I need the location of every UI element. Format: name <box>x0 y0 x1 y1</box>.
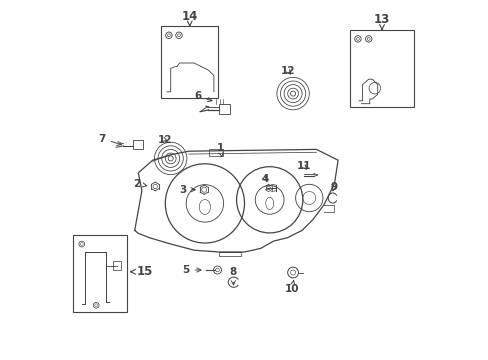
Text: 14: 14 <box>181 10 198 26</box>
Text: 3: 3 <box>179 185 195 195</box>
Text: 1: 1 <box>216 143 223 157</box>
FancyBboxPatch shape <box>133 140 142 149</box>
Text: 5: 5 <box>182 265 201 275</box>
FancyBboxPatch shape <box>161 26 218 98</box>
FancyBboxPatch shape <box>219 104 229 114</box>
FancyBboxPatch shape <box>349 30 413 107</box>
Text: 11: 11 <box>296 161 310 171</box>
Text: 7: 7 <box>98 134 121 145</box>
Text: 2: 2 <box>133 179 146 189</box>
Text: 12: 12 <box>157 135 171 145</box>
FancyBboxPatch shape <box>73 235 127 312</box>
Text: 9: 9 <box>329 182 337 192</box>
FancyBboxPatch shape <box>208 149 223 156</box>
Text: 15: 15 <box>130 265 153 278</box>
FancyBboxPatch shape <box>113 261 121 270</box>
Text: 4: 4 <box>261 174 268 184</box>
Text: 12: 12 <box>281 66 295 76</box>
Text: 10: 10 <box>284 280 299 294</box>
Text: 6: 6 <box>194 91 212 102</box>
Text: 13: 13 <box>373 13 389 30</box>
Text: 8: 8 <box>229 267 236 285</box>
